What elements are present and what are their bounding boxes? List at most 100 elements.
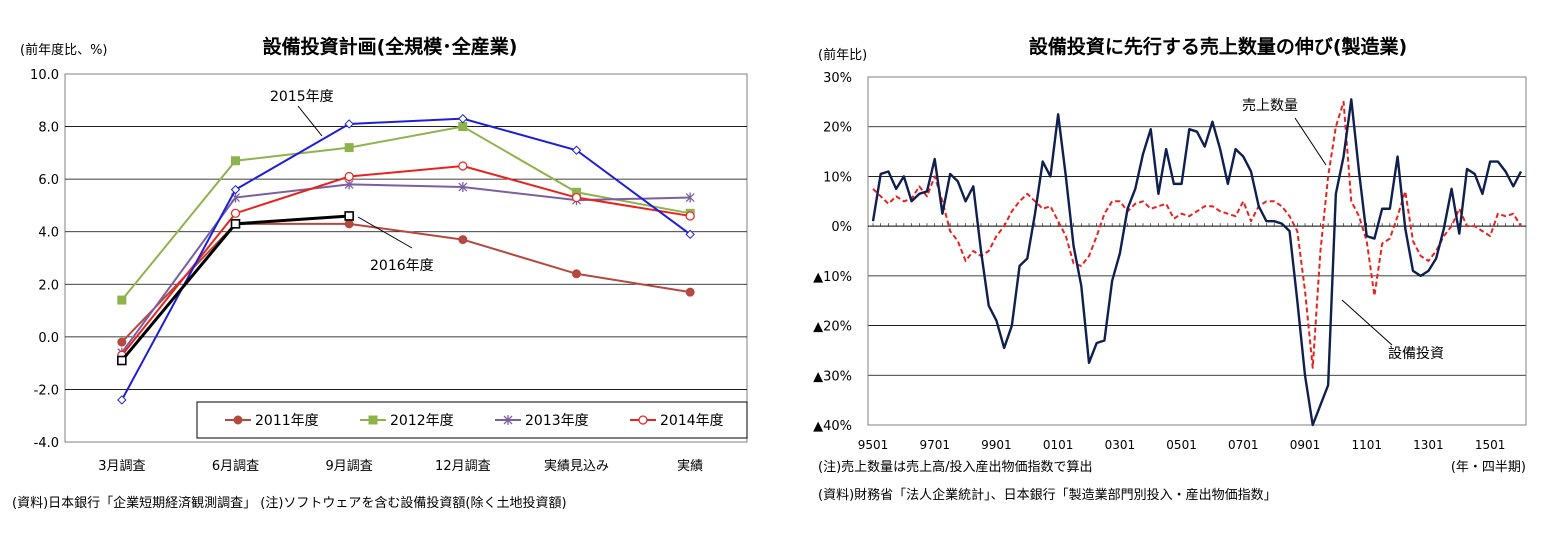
right-line-売上数量 — [872, 100, 1522, 369]
left-point-2016年度 — [230, 219, 241, 229]
left-x-ticks: 3月調査 6月調査 9月調査 12月調査 実績見込み 実績 — [98, 458, 703, 474]
right-y-tick-label: 20% — [823, 121, 852, 136]
left-x-tick-label: 6月調査 — [212, 459, 259, 474]
left-point-2014年度 — [458, 161, 468, 171]
right-y-tick-label: ▲20% — [813, 320, 852, 335]
left-series-group — [117, 113, 695, 405]
left-line-2012年度 — [121, 125, 691, 301]
right-x-tick-label: 1101 — [1351, 438, 1382, 452]
annotation-capex-label: 設備投資 — [1388, 346, 1444, 362]
left-x-tick-label: 実績見込み — [544, 458, 609, 474]
right-x-tick-label: 0101 — [1043, 438, 1074, 452]
left-point-2016年度 — [117, 355, 127, 366]
annotation-capex-leader — [1341, 299, 1393, 346]
right-line-設備投資 — [871, 98, 1523, 427]
left-point-2011年度 — [344, 219, 354, 229]
right-grid — [868, 126, 1526, 376]
legend-marker-2011年度 — [233, 415, 243, 425]
left-point-2013年度 — [685, 192, 695, 203]
annotation-2015-leader — [297, 105, 323, 137]
left-line-2011年度 — [121, 222, 691, 343]
legend-marker-2013年度 — [503, 415, 513, 425]
right-x-tick-label: 0501 — [1166, 438, 1197, 452]
left-y-tick-label: 4.0 — [38, 226, 59, 241]
left-series-2015年度 — [117, 113, 695, 405]
left-point-2014年度 — [230, 208, 241, 218]
legend-label-2013年度: 2013年度 — [525, 413, 589, 429]
left-point-2015年度 — [117, 395, 127, 405]
legend-label-2014年度: 2014年度 — [660, 413, 724, 429]
left-point-2012年度 — [458, 122, 468, 132]
left-x-tick-label: 実績 — [677, 458, 703, 474]
left-point-2013年度 — [458, 182, 468, 193]
left-y-tick-label: -2.0 — [34, 383, 59, 398]
left-point-2015年度 — [458, 113, 468, 124]
annotation-2015-label: 2015年度 — [270, 89, 334, 105]
left-point-2011年度 — [117, 337, 127, 347]
right-y-tick-label: 30% — [823, 71, 852, 86]
left-x-tick-label: 9月調査 — [326, 459, 373, 474]
right-plot-area — [867, 76, 1527, 426]
left-point-2012年度 — [344, 143, 354, 153]
right-x-tick-label: 0301 — [1105, 438, 1136, 452]
right-y-ticks: 30% 20% 10% 0% ▲10% ▲20% ▲30% ▲40% — [813, 71, 852, 434]
left-point-2015年度 — [344, 119, 354, 129]
right-x-tick-label: 9901 — [981, 438, 1012, 452]
left-x-tick-label: 12月調査 — [435, 459, 491, 474]
legend-label-2011年度: 2011年度 — [255, 413, 319, 429]
right-y-tick-label: ▲10% — [813, 270, 852, 285]
right-x-tick-label: 0701 — [1228, 438, 1259, 452]
left-point-2016年度 — [344, 211, 354, 221]
left-point-2011年度 — [572, 269, 581, 279]
annotation-2016-label: 2016年度 — [370, 258, 434, 274]
annotation-2016-leader — [357, 216, 413, 249]
left-x-tick-label: 3月調査 — [98, 459, 145, 474]
right-x-tick-label: 9701 — [919, 438, 950, 452]
left-plot-area — [64, 73, 748, 443]
right-y-tick-label: ▲40% — [813, 419, 852, 434]
left-y-tick-label: -4.0 — [34, 436, 59, 451]
left-point-2015年度 — [230, 184, 241, 195]
left-y-tick-label: 10.0 — [30, 68, 59, 83]
left-line-2015年度 — [120, 117, 691, 401]
right-x-tick-label: 9501 — [858, 438, 889, 452]
right-note-1: (注)売上数量は売上高/投入産出物価指数で算出 — [818, 459, 1093, 475]
legend-marker-2012年度 — [368, 415, 378, 425]
left-source-note: (資料)日本銀行「企業短期経済観測調査」 (注)ソフトウェアを含む設備投資額(除… — [12, 495, 567, 511]
right-y-axis-label: (前年比) — [818, 47, 867, 63]
legend-label-2012年度: 2012年度 — [390, 413, 454, 429]
left-y-tick-label: 0.0 — [38, 331, 59, 346]
left-point-2015年度 — [571, 145, 582, 155]
right-x-tick-label: 0901 — [1290, 438, 1321, 452]
left-point-2015年度 — [685, 229, 695, 240]
left-point-2011年度 — [685, 287, 695, 297]
left-point-2011年度 — [458, 235, 468, 245]
left-line-2014年度 — [121, 164, 691, 356]
annotation-sales-label: 売上数量 — [1242, 98, 1298, 114]
right-x-ticks: 9501 9701 9901 0101 0301 0501 0701 0901 1101 1301… — [858, 438, 1506, 452]
right-x-axis-unit: (年・四半期) — [1451, 460, 1526, 475]
left-chart-title: 設備投資計画(全規模･全産業) — [263, 35, 518, 58]
left-series-2012年度 — [117, 122, 695, 305]
left-y-tick-label: 2.0 — [38, 278, 59, 293]
left-y-tick-label: 6.0 — [38, 173, 59, 188]
left-series-2016年度 — [117, 211, 354, 366]
legend-marker-2014年度 — [638, 415, 648, 425]
left-point-2012年度 — [231, 156, 240, 166]
left-y-tick-label: 8.0 — [38, 121, 59, 136]
left-y-ticks: 10.0 8.0 6.0 4.0 2.0 0.0 -2.0 -4.0 — [30, 68, 59, 451]
right-series-group — [871, 98, 1523, 427]
right-y-tick-label: 0% — [831, 220, 852, 235]
right-x-tick-label: 1501 — [1475, 438, 1506, 452]
right-x-tick-label: 1301 — [1413, 438, 1444, 452]
left-point-2014年度 — [571, 192, 582, 203]
left-y-axis-label: (前年度比、%) — [20, 42, 108, 58]
left-point-2014年度 — [685, 211, 695, 221]
right-note-2: (資料)財務省「法人企業統計」、日本銀行「製造業部門別投入・産出物価指数」 — [818, 487, 1277, 503]
right-chart-title: 設備投資に先行する売上数量の伸び(製造業) — [1029, 35, 1407, 58]
left-legend: 2011年度 2012年度 2013年度 2014年度 — [225, 413, 724, 429]
right-zero-axis — [868, 223, 1526, 227]
annotation-sales-leader — [1294, 117, 1327, 166]
